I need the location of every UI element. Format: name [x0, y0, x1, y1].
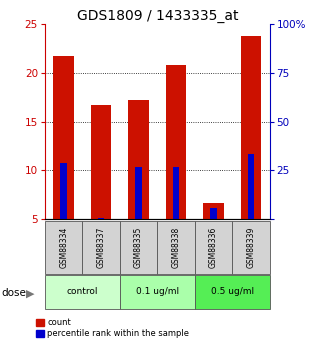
Bar [120, 221, 157, 274]
Bar [203, 204, 224, 219]
Bar [120, 275, 195, 309]
Bar [166, 65, 186, 219]
Bar [232, 221, 270, 274]
Bar [210, 208, 217, 219]
Bar [157, 221, 195, 274]
Bar [195, 221, 232, 274]
Text: dose: dose [2, 288, 26, 298]
Bar [195, 275, 270, 309]
Text: 0.1 ug/ml: 0.1 ug/ml [136, 287, 179, 296]
Text: ▶: ▶ [26, 288, 35, 298]
Bar [45, 221, 82, 274]
Bar [53, 56, 74, 219]
Text: GSM88335: GSM88335 [134, 227, 143, 268]
Bar [247, 154, 254, 219]
Text: control: control [67, 287, 98, 296]
Text: GSM88337: GSM88337 [97, 227, 106, 268]
Text: GSM88338: GSM88338 [171, 227, 180, 268]
Text: GSM88336: GSM88336 [209, 227, 218, 268]
Text: GSM88339: GSM88339 [247, 227, 256, 268]
Text: GSM88334: GSM88334 [59, 227, 68, 268]
Legend: count, percentile rank within the sample: count, percentile rank within the sample [36, 318, 189, 338]
Bar [128, 100, 149, 219]
Bar [98, 218, 105, 219]
Text: 0.5 ug/ml: 0.5 ug/ml [211, 287, 254, 296]
Bar [135, 167, 142, 219]
Bar [60, 163, 67, 219]
Bar [241, 36, 261, 219]
Bar [173, 167, 179, 219]
Bar [91, 105, 111, 219]
Title: GDS1809 / 1433335_at: GDS1809 / 1433335_at [76, 9, 238, 23]
Bar [45, 275, 120, 309]
Bar [82, 221, 120, 274]
